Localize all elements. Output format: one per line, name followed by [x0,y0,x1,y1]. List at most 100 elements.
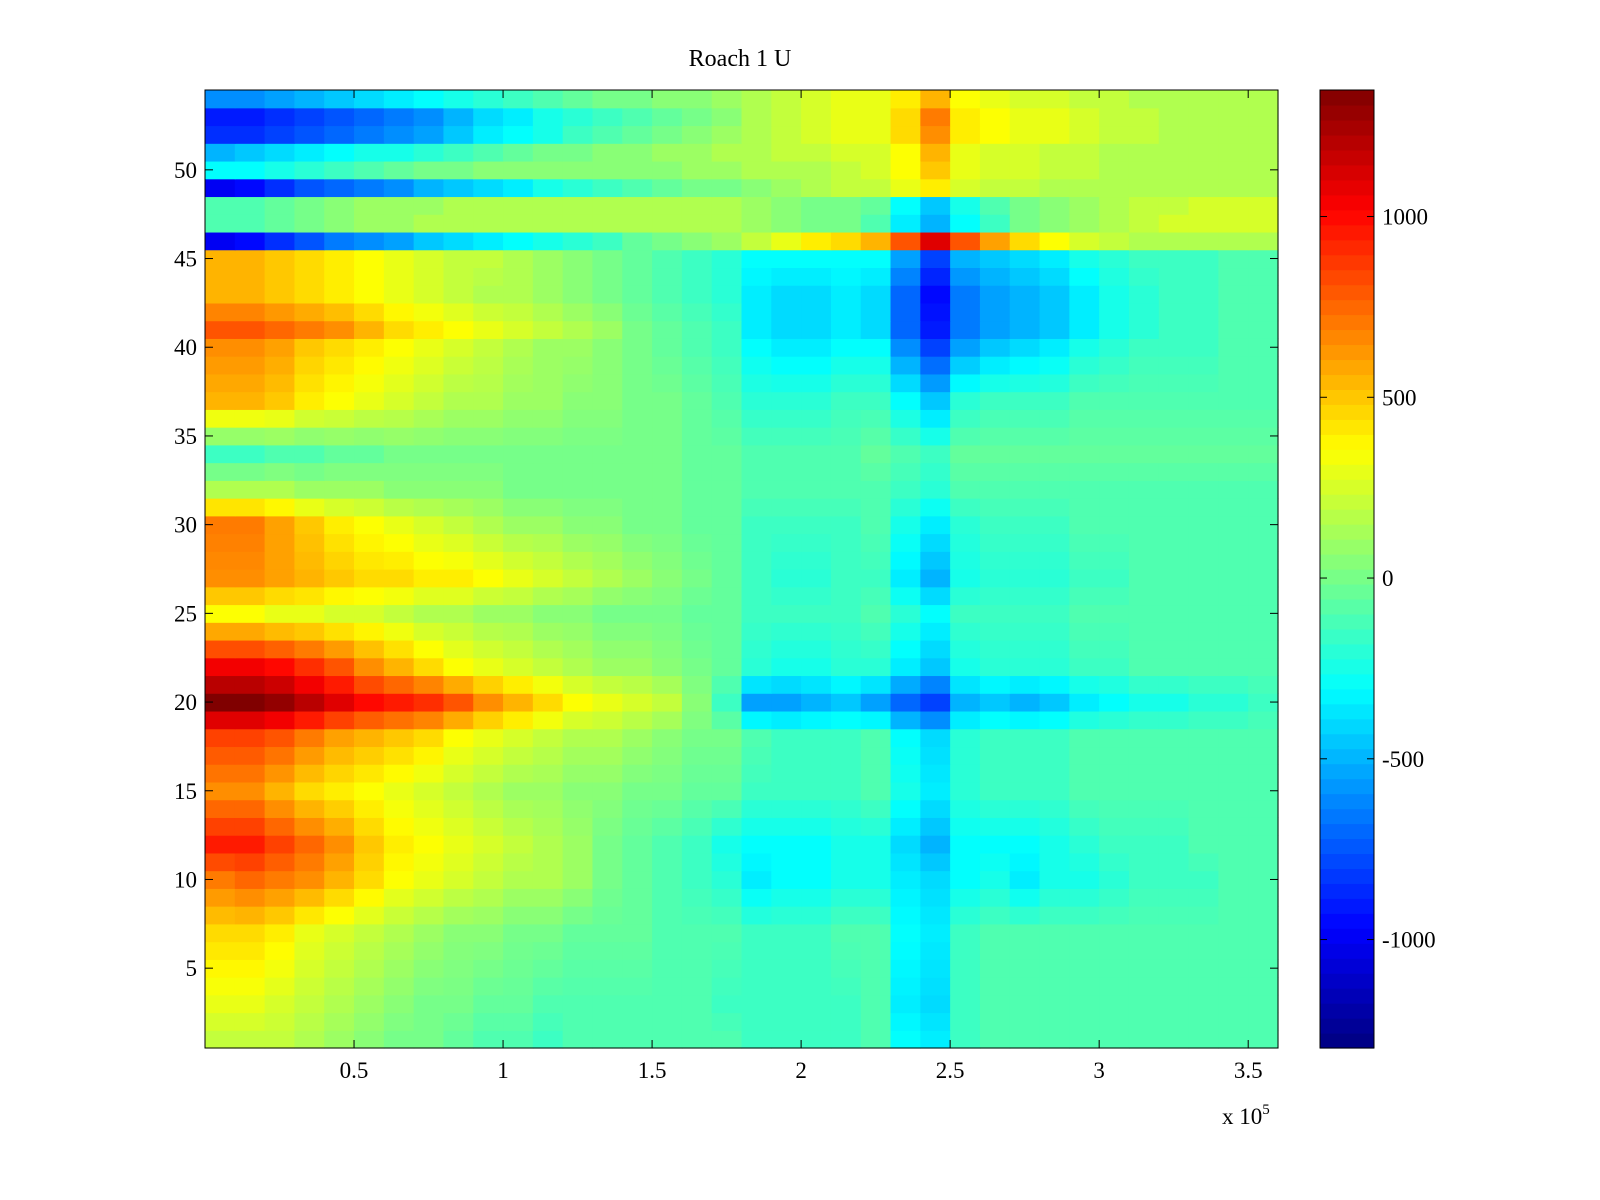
heatmap-cell [830,604,862,623]
y-tick-label: 15 [174,779,197,804]
heatmap-cell [503,941,534,960]
heatmap-cell [920,498,951,517]
heatmap-cell [1069,764,1100,783]
heatmap-cell [354,462,385,481]
heatmap-cell [801,533,832,552]
colorbar-step [1320,853,1374,869]
heatmap-cell [1128,551,1160,570]
heatmap-cell [234,285,266,304]
heatmap-cell [830,728,862,748]
heatmap-cell [771,515,802,535]
heatmap-cell [1069,338,1100,357]
heatmap-cell [950,178,981,198]
heatmap-cell [1248,90,1279,109]
heatmap-cell [562,515,594,535]
heatmap-cell [1158,125,1190,144]
heatmap-cell [1069,498,1100,517]
heatmap-cell [622,444,653,464]
heatmap-cell [741,923,772,943]
heatmap-cell [592,941,623,960]
heatmap-cell [741,746,772,765]
heatmap-cell [1099,817,1130,836]
heatmap-cell [1188,977,1219,996]
colorbar-step [1320,254,1374,271]
heatmap-cell [324,90,355,109]
heatmap-cell [830,799,862,818]
heatmap-cell [503,764,534,783]
heatmap-cell [1248,285,1279,304]
heatmap-cell [324,586,355,606]
heatmap-cell [1158,444,1190,464]
heatmap-cell [264,427,296,446]
heatmap-cell [622,710,653,730]
heatmap-cell [711,143,743,162]
heatmap-cell [1158,906,1190,925]
heatmap-cell [264,728,296,748]
heatmap-cell [1218,959,1249,978]
heatmap-cell [532,373,564,393]
heatmap-cell [503,799,534,818]
colorbar-step [1320,958,1374,974]
heatmap-cell [830,249,862,269]
heatmap-cell [860,835,892,854]
heatmap-cell [324,462,355,481]
heatmap-cell [592,107,623,127]
colorbar-step [1320,434,1374,450]
heatmap-cell [562,569,594,588]
heatmap-cell [1248,604,1279,623]
heatmap-cell [532,249,564,269]
heatmap-cell [652,409,683,428]
heatmap-cell [234,835,266,854]
heatmap-cell [711,1012,743,1031]
heatmap-cell [979,835,1011,854]
heatmap-cell [1099,941,1130,960]
heatmap-cell [741,693,772,712]
heatmap-cell [801,373,832,393]
heatmap-cell [1039,586,1070,606]
heatmap-cell [443,107,474,127]
heatmap-cell [234,178,266,198]
heatmap-cell [443,533,474,552]
heatmap-cell [473,657,504,677]
heatmap-cell [979,817,1011,836]
heatmap-cell [443,675,474,694]
heatmap-cell [205,90,236,109]
heatmap-cell [1248,480,1279,499]
heatmap-cell [801,888,832,907]
heatmap-cell [979,959,1011,978]
heatmap-cell [443,764,474,783]
heatmap-cell [830,373,862,393]
heatmap-cell [532,178,564,198]
heatmap-cell [234,498,266,517]
heatmap-cell [354,1030,385,1049]
heatmap-cell [711,90,743,109]
heatmap-cell [234,870,266,889]
heatmap-cell [1039,835,1070,854]
heatmap-cell [503,551,534,570]
heatmap-cell [681,781,713,801]
heatmap-cell [1099,764,1130,783]
heatmap-cell [801,320,832,339]
heatmap-cell [681,90,713,109]
heatmap-cell [711,994,743,1014]
heatmap-cell [1069,994,1100,1014]
heatmap-cell [741,356,772,375]
heatmap-cell [562,551,594,570]
heatmap-cell [205,817,236,836]
heatmap-cell [681,533,713,552]
heatmap-cell [354,675,385,694]
heatmap-cell [324,302,355,322]
heatmap-cell [592,817,623,836]
heatmap-cell [652,427,683,446]
heatmap-cell [532,231,564,251]
colorbar-tick-label: -500 [1382,747,1424,772]
heatmap-cell [443,994,474,1014]
heatmap-cell [532,586,564,606]
heatmap-cell [622,781,653,801]
heatmap-cell [860,285,892,304]
heatmap-cell [681,480,713,499]
heatmap-cell [562,498,594,517]
heatmap-cell [592,781,623,801]
heatmap-cell [354,160,385,180]
heatmap-cell [771,817,802,836]
